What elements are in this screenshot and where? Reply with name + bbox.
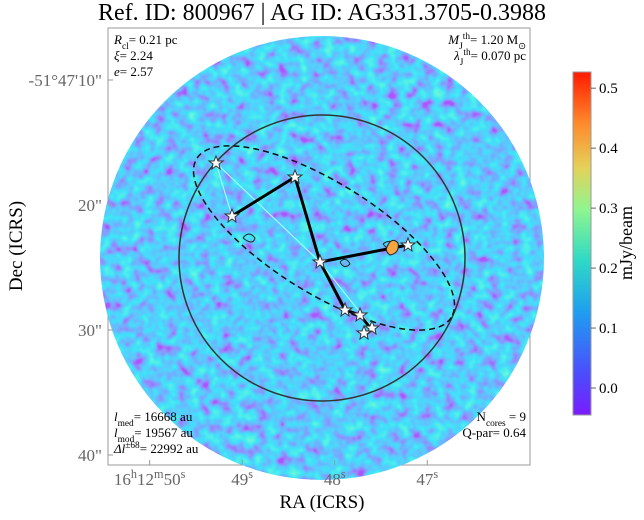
text-part: = 22992 au [140, 441, 199, 456]
x-tick-label: 47s [416, 467, 438, 489]
y-tick-label: 20" [78, 196, 102, 215]
y-axis-label: Dec (ICRS) [6, 201, 27, 291]
annotation: ξ= 2.24 [114, 48, 153, 63]
text-part: th [463, 48, 471, 58]
colorbar [572, 71, 592, 416]
text-part: R [113, 32, 122, 47]
text-part: l [114, 409, 118, 424]
text-part: J [459, 42, 463, 52]
annotation: Δl±68= 22992 au [113, 441, 199, 456]
colorbar-tick-label: 0.1 [599, 321, 618, 337]
text-part: m [154, 467, 164, 481]
annotation: Rcl= 0.21 pc [113, 32, 178, 52]
annotation: Ncores = 9 [477, 409, 526, 429]
colorbar-tick-label: 0.2 [599, 261, 618, 277]
cores [207, 154, 417, 341]
annotation: Q-par= 0.64 [462, 425, 526, 440]
aperture-circle [178, 114, 466, 402]
text-part: 48 [324, 470, 341, 489]
core [363, 319, 381, 336]
text-part: e [114, 64, 120, 79]
y-tick-label: 30" [78, 321, 102, 340]
colorbar-tick-label: 0.3 [599, 201, 618, 217]
x-tick-label: 48s [324, 467, 346, 489]
emission-map [100, 36, 544, 480]
text-part: Δl [113, 441, 126, 456]
text-part: = 1.20 M [470, 32, 519, 47]
text-part: Q-par= 0.64 [462, 425, 526, 440]
annotation: MJth= 1.20 M⊙ [447, 32, 526, 52]
text-part: h [131, 467, 137, 481]
annotation: lmod= 19567 au [114, 425, 193, 445]
core [336, 301, 354, 318]
text-part: th [463, 32, 471, 42]
core [286, 168, 304, 185]
text-part: s [181, 467, 186, 481]
text-part: = 9 [506, 409, 526, 424]
text-part: med [118, 419, 134, 429]
core [207, 154, 225, 171]
y-tick-label: -51°47'10" [29, 71, 102, 90]
text-part: = 19567 au [134, 425, 193, 440]
core [399, 236, 417, 253]
text-part: cl [122, 42, 129, 52]
text-part: s [433, 467, 438, 481]
text-part: 16 [114, 470, 131, 489]
text-part: 50 [164, 470, 181, 489]
core [351, 306, 369, 323]
text-part: = 0.070 pc [471, 48, 527, 63]
colorbar-tick-label: 0.5 [599, 81, 618, 97]
text-part: λ [453, 48, 460, 63]
y-tick-label: 40" [78, 446, 102, 465]
annotation: λJth= 0.070 pc [453, 48, 526, 68]
colorbar-tick-label: 0.4 [599, 141, 618, 157]
text-part: 47 [416, 470, 434, 489]
annotation: e= 2.57 [114, 64, 154, 79]
x-tick-label: 49s [231, 467, 253, 489]
colorbar-tick-label: 0.0 [599, 381, 618, 397]
core [223, 207, 241, 224]
text-part: 49 [231, 470, 248, 489]
text-part: = 0.21 pc [129, 32, 178, 47]
text-part: 12 [137, 470, 154, 489]
text-part: ⊙ [518, 42, 526, 52]
x-axis-label: RA (ICRS) [280, 492, 365, 513]
text-part: ξ [114, 48, 120, 63]
text-part: s [341, 467, 346, 481]
chart-title: Ref. ID: 800967 | AG ID: AG331.3705-0.39… [98, 0, 546, 26]
text-part: l [114, 425, 118, 440]
text-part: s [248, 467, 253, 481]
text-part: J [460, 58, 464, 68]
core [355, 324, 373, 341]
annotation: lmed= 16668 au [114, 409, 193, 429]
text-part: ±68 [125, 441, 140, 451]
ellipse [192, 145, 456, 331]
text-part: M [447, 32, 460, 47]
text-part: = 2.24 [120, 48, 154, 63]
peak [385, 239, 399, 256]
core [311, 253, 329, 270]
text-part: mod [118, 435, 135, 445]
text-part: = 2.57 [120, 64, 154, 79]
text-part: = 16668 au [134, 409, 193, 424]
text-part: N [477, 409, 487, 424]
text-part: cores [486, 419, 506, 429]
colorbar-label: mJy/beam [616, 206, 636, 280]
x-tick-label: 16h12m50s [114, 467, 186, 489]
